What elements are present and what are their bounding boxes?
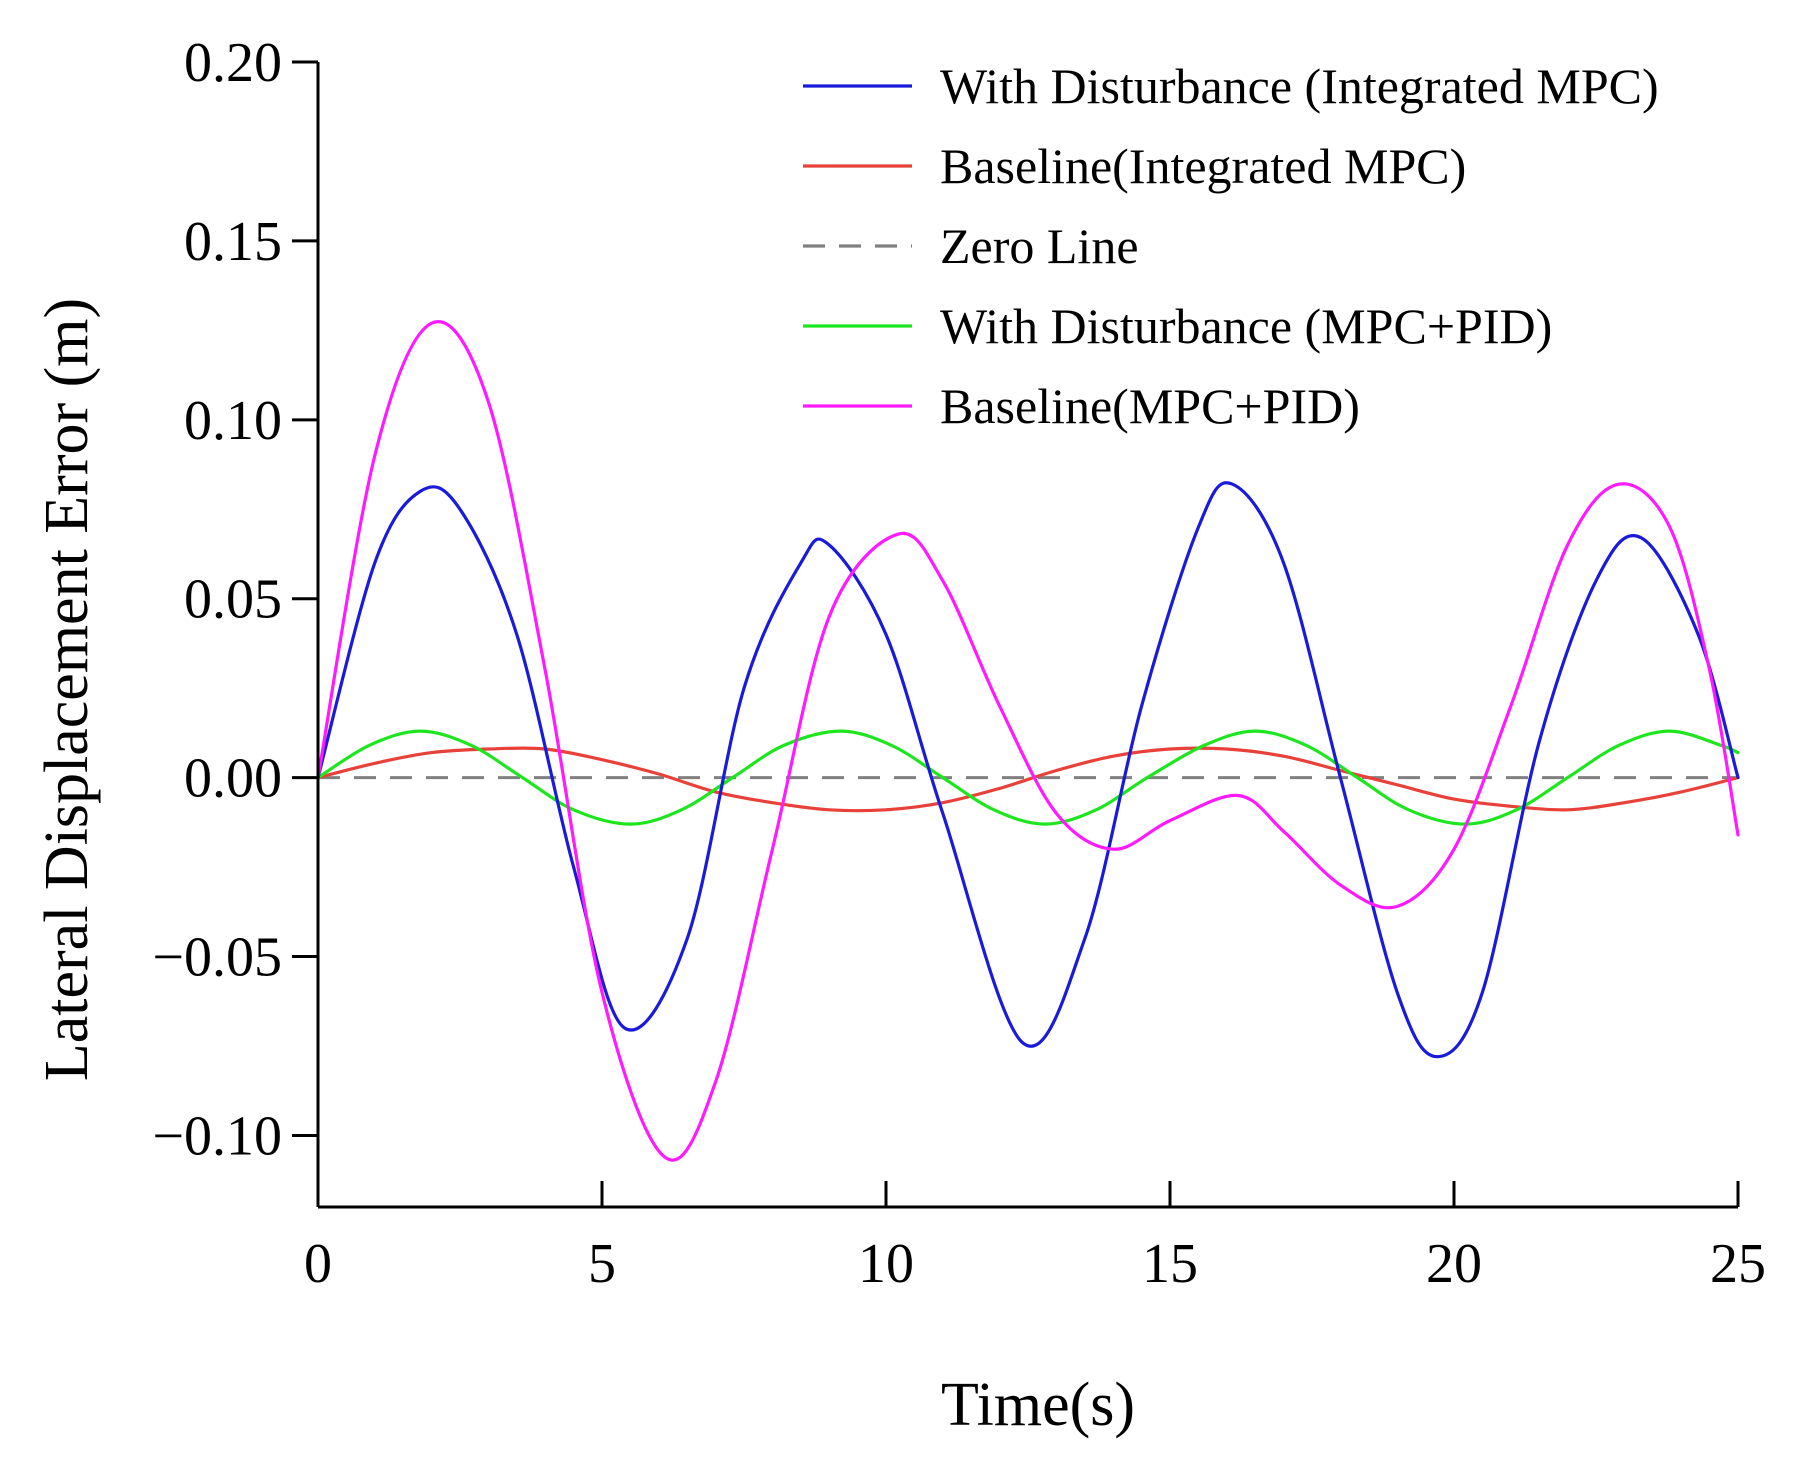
axes: 0.20 0.15 0.10 0.05 0.00 −0.05 −0.10 0 5 10 15 20 2…: [152, 32, 1766, 1295]
series-line-baseline-integrated-mpc: [316, 746, 1740, 813]
y-axis-label: Lateral Displacement Error (m): [33, 298, 101, 1081]
y-tick-label: −0.10: [152, 1105, 282, 1167]
plot-series: [316, 320, 1740, 1162]
y-tick-label: 0.05: [184, 569, 282, 631]
x-axis-label: Time(s): [941, 1371, 1135, 1439]
x-tick-label: 0: [304, 1233, 332, 1295]
legend-label-baseline-integrated-mpc: Baseline(Integrated MPC): [940, 138, 1466, 194]
x-tick-label: 20: [1426, 1233, 1482, 1295]
legend-label-with-disturbance-mpc-pid: With Disturbance (MPC+PID): [940, 298, 1552, 354]
legend: With Disturbance (Integrated MPC) Baselin…: [803, 58, 1659, 434]
y-tick-label: 0.00: [184, 748, 282, 810]
y-ticks: 0.20 0.15 0.10 0.05 0.00 −0.05 −0.10: [152, 32, 318, 1167]
y-tick-label: −0.05: [152, 927, 282, 989]
series-line-with-disturbance-integrated-mpc: [316, 481, 1740, 1059]
x-tick-label: 10: [858, 1233, 914, 1295]
x-tick-label: 15: [1142, 1233, 1198, 1295]
x-tick-label: 25: [1710, 1233, 1766, 1295]
x-tick-label: 5: [588, 1233, 616, 1295]
legend-label-zero-line: Zero Line: [940, 218, 1139, 274]
series-line-baseline-mpc-pid: [316, 320, 1740, 1162]
y-tick-label: 0.20: [184, 32, 282, 94]
y-tick-label: 0.10: [184, 390, 282, 452]
x-ticks: 0 5 10 15 20 25: [304, 1181, 1766, 1295]
y-tick-label: 0.15: [184, 211, 282, 273]
legend-label-with-disturbance-integrated-mpc: With Disturbance (Integrated MPC): [940, 58, 1659, 114]
legend-label-baseline-mpc-pid: Baseline(MPC+PID): [940, 378, 1360, 434]
